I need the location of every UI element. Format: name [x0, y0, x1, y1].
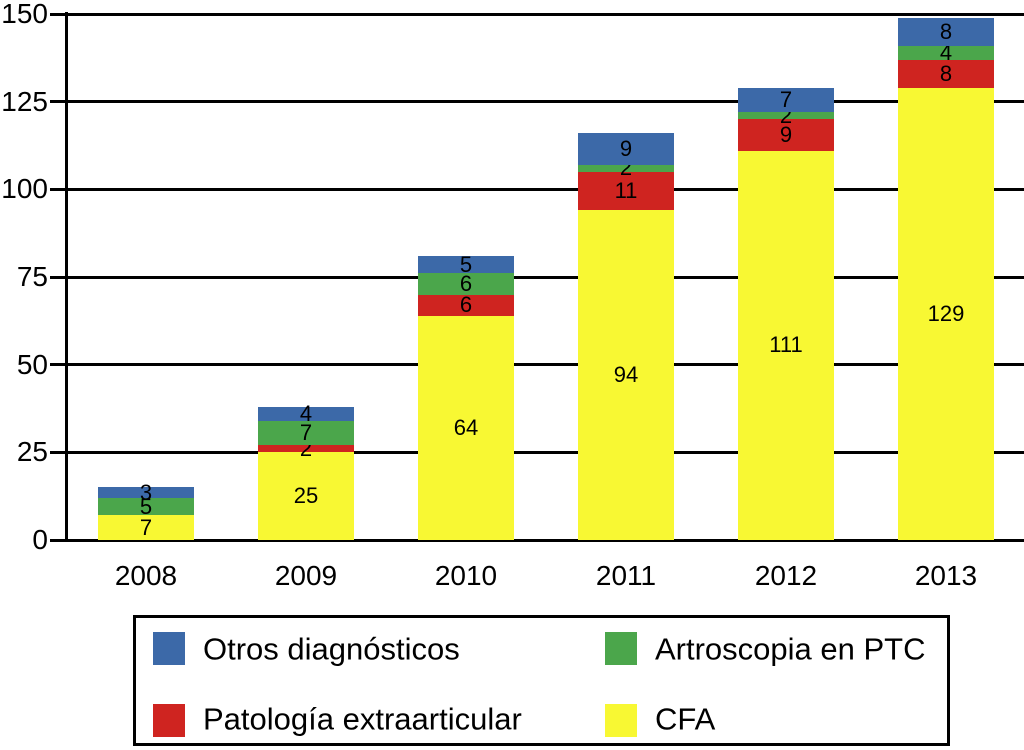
bar-value-label: 11	[614, 178, 638, 204]
bar-segment-patolog-a-extraarticular	[258, 445, 354, 453]
bar-segment-artroscopia-en-ptc	[578, 164, 674, 172]
bar-segment-cfa	[418, 315, 514, 540]
bar-segment-patolog-a-extraarticular	[738, 119, 834, 151]
bar-segment-patolog-a-extraarticular	[578, 171, 674, 211]
legend-swatch-patolog-a-extraarticular	[153, 704, 185, 737]
y-axis-tick-label: 150	[1, 0, 48, 29]
gridline	[50, 100, 1024, 104]
bar-value-label: 4	[299, 400, 313, 426]
legend-swatch-cfa	[605, 704, 637, 737]
bar-segment-cfa	[738, 150, 834, 540]
bar-value-label: 7	[299, 420, 313, 446]
bar-value-label: 5	[459, 251, 473, 277]
bar-segment-otros-diagn-sticos	[98, 487, 194, 498]
legend-label: Artroscopia en PTC	[655, 631, 926, 667]
x-axis-tick-label: 2013	[914, 560, 978, 591]
bar-value-label: 9	[619, 136, 633, 161]
x-axis-tick-label: 2012	[754, 560, 818, 591]
y-axis-tick-label: 75	[16, 261, 48, 292]
bar-value-label: 94	[613, 362, 639, 388]
bar-segment-patolog-a-extraarticular	[898, 59, 994, 88]
bar-value-label: 7	[779, 86, 793, 112]
gridline	[50, 12, 1024, 16]
bar-value-label: 9	[779, 121, 793, 147]
x-axis-line	[50, 538, 1024, 542]
gridline	[50, 450, 1024, 454]
bar-value-label: 8	[939, 18, 953, 44]
y-axis-line	[65, 12, 68, 542]
bar-segment-artroscopia-en-ptc	[98, 497, 194, 516]
bar-value-label: 8	[939, 60, 953, 86]
bar-segment-artroscopia-en-ptc	[898, 45, 994, 60]
bar-value-label: 111	[769, 332, 803, 358]
bar-segment-cfa	[258, 452, 354, 540]
x-axis-tick-label: 2009	[274, 560, 338, 591]
bar-segment-cfa	[98, 515, 194, 540]
gridline	[50, 363, 1024, 367]
bar-segment-artroscopia-en-ptc	[738, 112, 834, 120]
y-axis-tick-label: 125	[1, 85, 48, 117]
bar-value-label: 3	[139, 479, 153, 505]
bar-value-label: 25	[293, 483, 319, 509]
gridline	[50, 275, 1024, 279]
x-axis-tick-label: 2008	[114, 560, 178, 591]
y-axis-tick-label: 25	[16, 436, 48, 468]
y-axis-tick-label: 50	[16, 348, 48, 380]
bar-value-label: 129	[927, 300, 965, 326]
bar-value-label: 5	[139, 493, 153, 519]
legend-swatch-otros-diagn-sticos	[153, 632, 185, 665]
bar-segment-artroscopia-en-ptc	[418, 273, 514, 295]
bar-value-label: 6	[459, 292, 473, 318]
bar-value-label: 4	[939, 39, 953, 65]
legend-label: Otros diagnósticos	[203, 631, 460, 667]
x-axis-tick-label: 2010	[434, 560, 498, 591]
bar-value-label: 64	[453, 414, 479, 440]
bar-segment-otros-diagn-sticos	[578, 133, 674, 165]
bar-segment-patolog-a-extraarticular	[418, 294, 514, 316]
bar-segment-otros-diagn-sticos	[418, 255, 514, 274]
bar-segment-cfa	[578, 210, 674, 540]
y-axis-tick-label: 100	[1, 173, 48, 205]
bar-segment-artroscopia-en-ptc	[258, 420, 354, 446]
legend: Otros diagnósticos Artroscopia en PTC Pato…	[133, 615, 950, 746]
gridline	[50, 187, 1024, 191]
bar-value-label: 6	[459, 271, 473, 296]
x-axis-tick-label: 2011	[595, 560, 657, 591]
bar-segment-otros-diagn-sticos	[898, 17, 994, 46]
legend-swatch-artroscopia-en-ptc	[605, 632, 637, 665]
legend-label: Patología extraarticular	[203, 701, 522, 737]
bar-value-label: 7	[139, 514, 153, 540]
bar-segment-otros-diagn-sticos	[258, 406, 354, 421]
bar-segment-otros-diagn-sticos	[738, 87, 834, 113]
bar-segment-cfa	[898, 87, 994, 540]
legend-label: CFA	[655, 701, 716, 737]
y-axis-tick-label: 0	[32, 524, 48, 555]
